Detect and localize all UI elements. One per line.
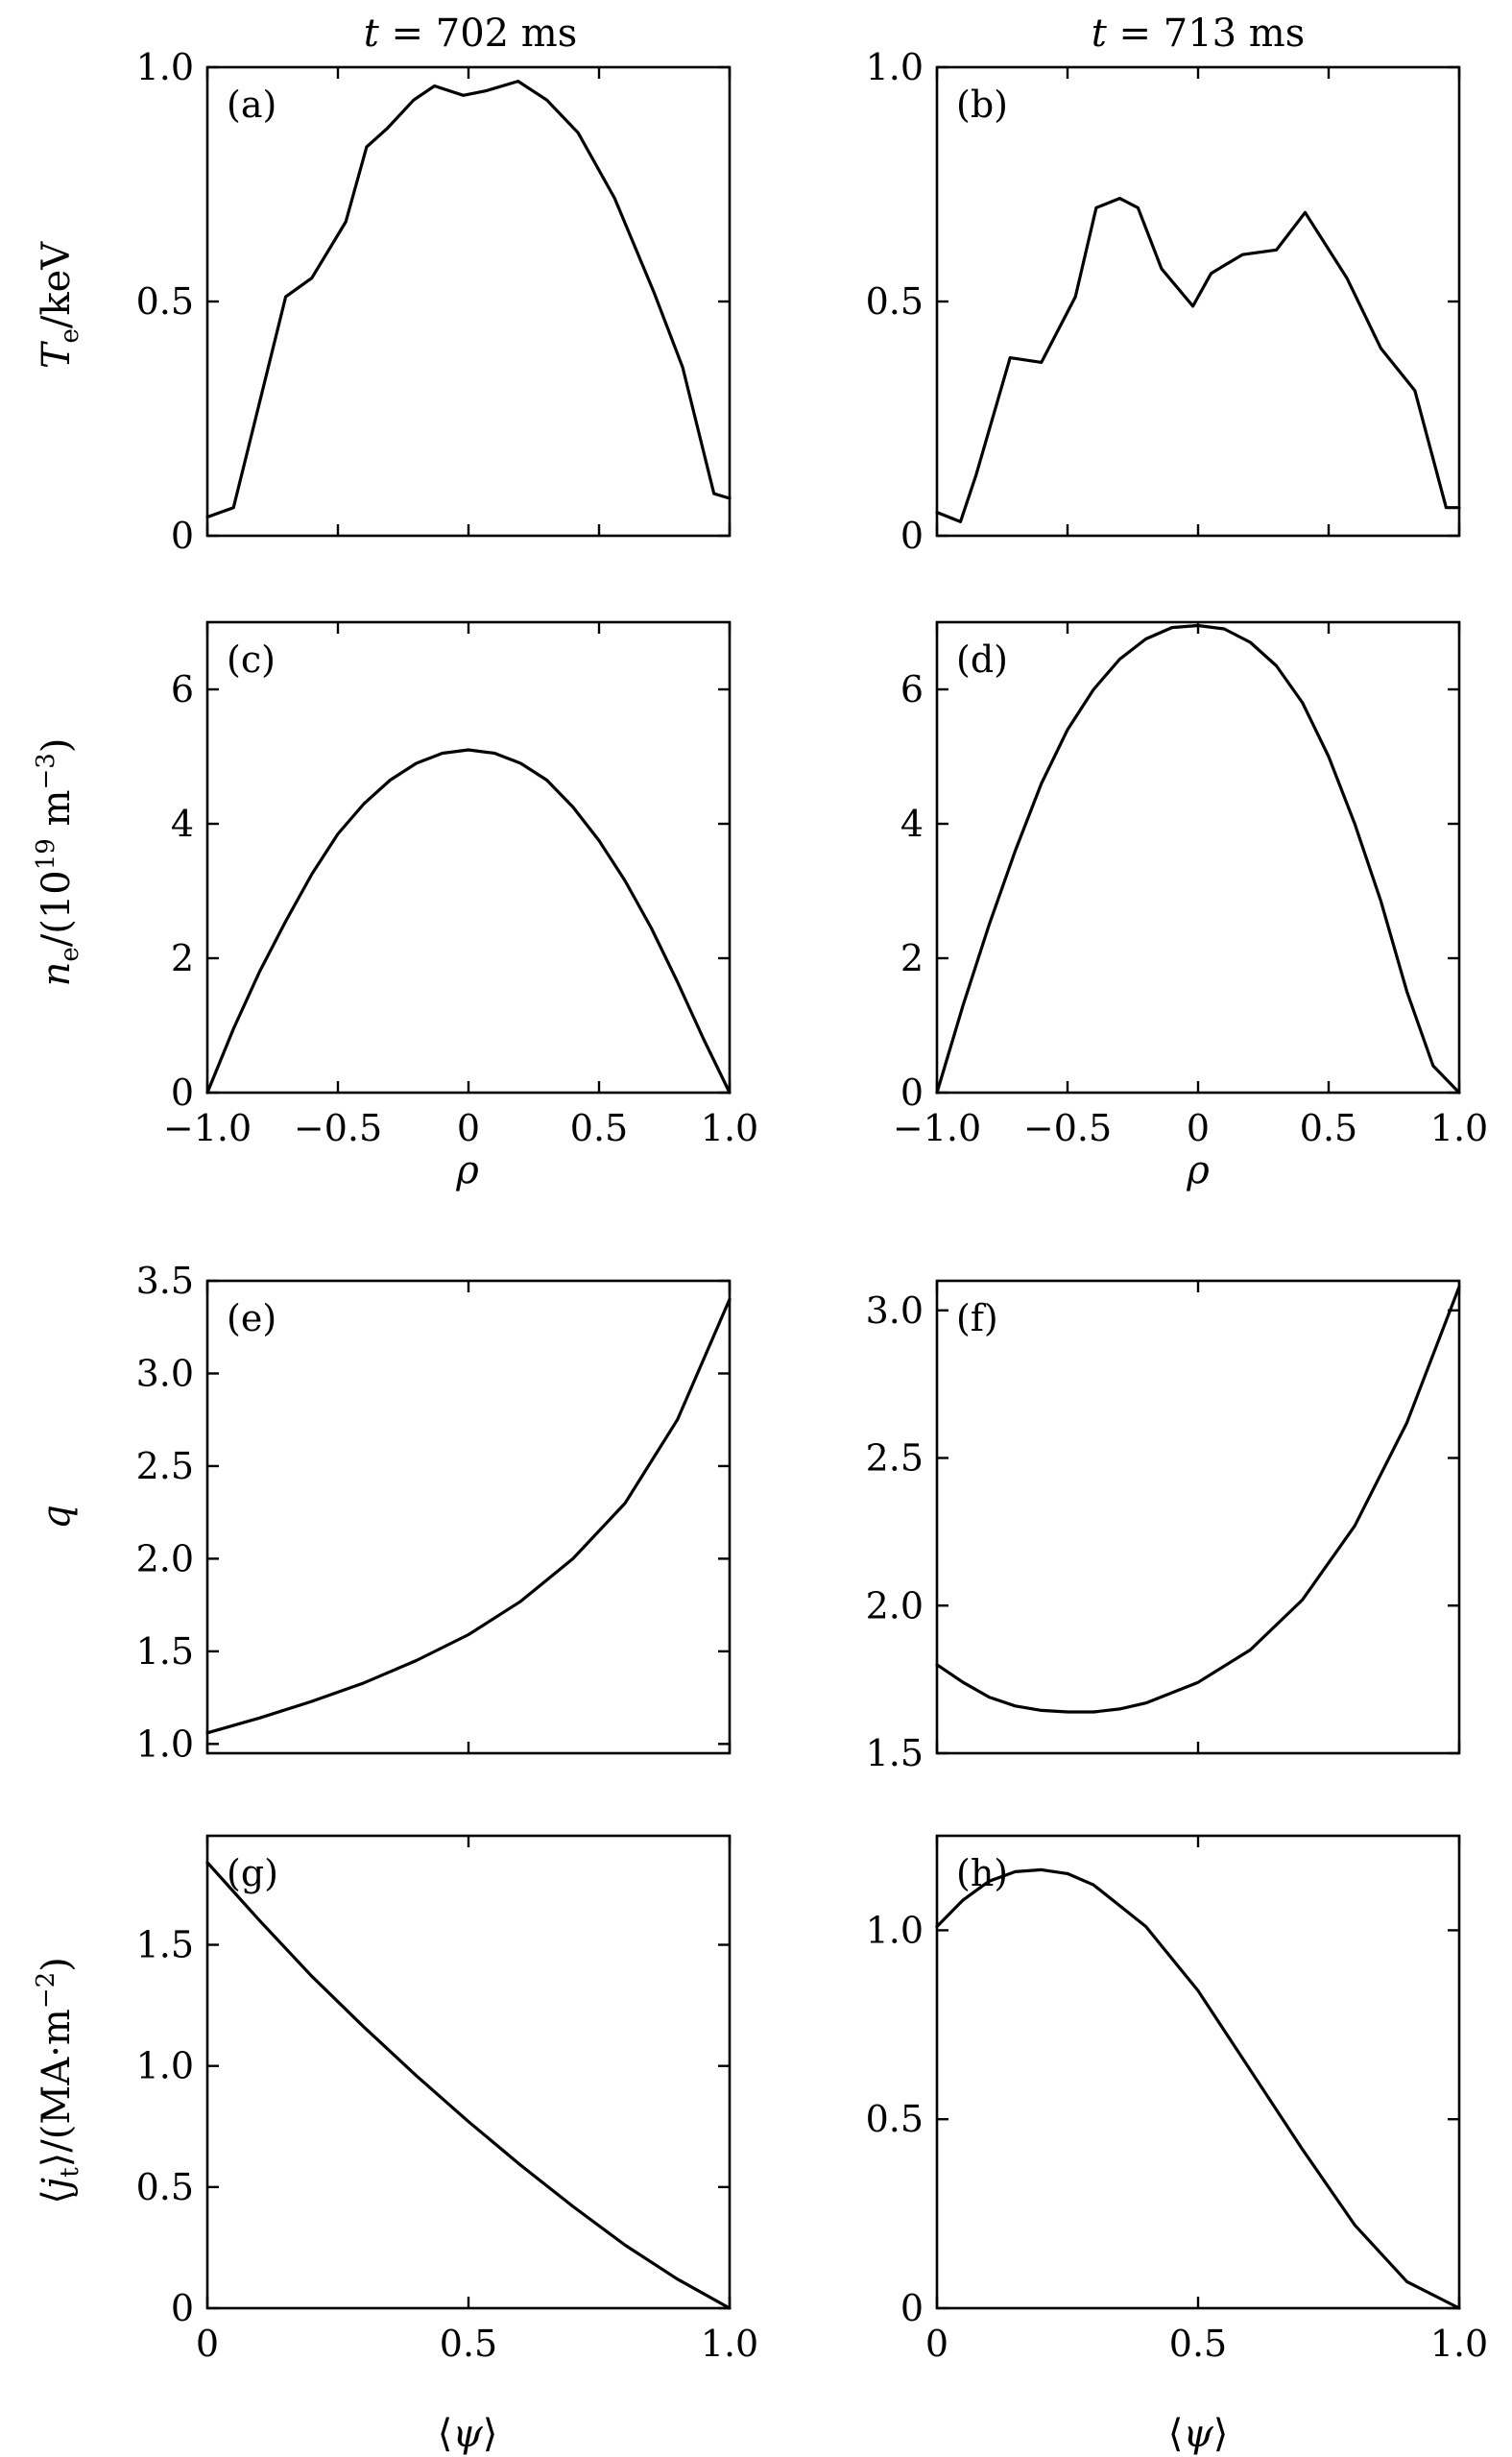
series-line-b bbox=[935, 197, 1461, 524]
panel-e: 1.0 1.5 2.0 2.5 3.0 3.5 (e) bbox=[136, 1260, 732, 1765]
y-tick-label: 0 bbox=[900, 2287, 924, 2329]
axes-frame bbox=[205, 1834, 732, 2310]
x-tick-label: 1.0 bbox=[1430, 2323, 1488, 2365]
panel-label-c: (c) bbox=[227, 638, 276, 681]
ylabel-jt: ⟨jt⟩/(MA·m−2) bbox=[32, 1957, 84, 2204]
ylabel-q: q bbox=[35, 1505, 79, 1530]
axes-frame bbox=[935, 65, 1461, 538]
panel-d: −1.0 −0.5 0 0.5 1.0 0 2 4 6 (d) bbox=[893, 620, 1488, 1149]
x-tick-label: 1.0 bbox=[1430, 1107, 1488, 1149]
panel-c: −1.0 −0.5 0 0.5 1.0 0 2 4 6 (c) bbox=[163, 620, 758, 1149]
y-tick-label: 2.0 bbox=[866, 1584, 924, 1626]
x-tick-label: 0.5 bbox=[440, 2323, 497, 2365]
panel-h: 0 0.5 1.000.51.0(h) bbox=[866, 1834, 1488, 2365]
axes-frame bbox=[935, 620, 1461, 1095]
series-line-g bbox=[205, 1861, 732, 2310]
panel-label-d: (d) bbox=[956, 638, 1008, 681]
x-tick-label: 0.5 bbox=[1300, 1107, 1357, 1149]
y-tick-label: 3.0 bbox=[136, 1352, 194, 1394]
y-tick-label: 1.0 bbox=[866, 1909, 924, 1951]
x-tick-label: 0.5 bbox=[570, 1107, 628, 1149]
y-tick-label: 1.0 bbox=[866, 46, 924, 88]
column-title-left: t = 702 ms bbox=[364, 12, 578, 56]
xlabel-rho-left: ρ bbox=[455, 1148, 479, 1192]
x-tick-label: 1.0 bbox=[701, 2323, 758, 2365]
xlabel-psi-right: ⟨ψ⟩ bbox=[1168, 2412, 1229, 2456]
x-tick-label: 1.0 bbox=[701, 1107, 758, 1149]
series-line-c bbox=[205, 748, 732, 1095]
series-line-d bbox=[935, 623, 1461, 1095]
y-tick-label: 0.5 bbox=[136, 280, 194, 323]
series-line-e bbox=[205, 1297, 732, 1735]
y-tick-label: 2 bbox=[900, 937, 924, 979]
axes-frame bbox=[935, 1834, 1461, 2310]
panel-label-e: (e) bbox=[227, 1297, 276, 1339]
panel-label-g: (g) bbox=[227, 1852, 278, 1894]
y-tick-label: 1.5 bbox=[866, 1732, 924, 1774]
panel-label-a: (a) bbox=[227, 84, 276, 126]
series-line-a bbox=[205, 79, 732, 519]
y-tick-label: 6 bbox=[900, 668, 924, 711]
y-tick-label: 0 bbox=[171, 515, 194, 557]
axes-frame bbox=[205, 620, 732, 1095]
y-tick-label: 3.5 bbox=[136, 1260, 194, 1302]
y-tick-label: 4 bbox=[900, 803, 924, 845]
ylabel-ne: ne/(1019 m−3) bbox=[32, 738, 84, 987]
y-tick-label: 0.5 bbox=[136, 2166, 194, 2208]
ylabel-te: Te/keV bbox=[35, 241, 84, 369]
y-tick-label: 1.0 bbox=[136, 46, 194, 88]
x-tick-label: −0.5 bbox=[1023, 1107, 1112, 1149]
x-tick-label: 0 bbox=[1187, 1107, 1210, 1149]
x-tick-label: −1.0 bbox=[893, 1107, 981, 1149]
panel-a: 0 0.5 1.0 (a) bbox=[136, 46, 732, 557]
panel-b: 0 0.5 1.0 (b) bbox=[866, 46, 1461, 557]
y-tick-label: 2.0 bbox=[136, 1537, 194, 1579]
y-tick-label: 4 bbox=[171, 803, 194, 845]
x-tick-label: 0 bbox=[457, 1107, 480, 1149]
series-line-h bbox=[935, 1867, 1461, 2310]
panel-g: 0 0.5 1.0 0 0.5 1.0 1.5 (g) bbox=[136, 1834, 758, 2365]
y-tick-label: 2.5 bbox=[866, 1437, 924, 1480]
y-tick-label: 0 bbox=[171, 2287, 194, 2329]
y-tick-label: 3.0 bbox=[866, 1289, 924, 1332]
y-tick-label: 0 bbox=[900, 1072, 924, 1114]
series-line-f bbox=[935, 1285, 1461, 1714]
column-title-right: t = 713 ms bbox=[1092, 12, 1306, 56]
panels: 0 0.5 1.0 (a) 0 0.5 1.0 (b) −1.0 −0.5 0 0.5 1.0 0 2 4 6 (… bbox=[136, 46, 1489, 2365]
x-tick-label: −0.5 bbox=[294, 1107, 382, 1149]
x-tick-label: 0 bbox=[196, 2323, 219, 2365]
x-tick-label: −1.0 bbox=[163, 1107, 252, 1149]
panel-f: 1.5 2.0 2.5 3.0 (f) bbox=[866, 1279, 1461, 1774]
y-tick-label: 0.5 bbox=[866, 280, 924, 323]
y-tick-label: 0.5 bbox=[866, 2098, 924, 2140]
panel-label-b: (b) bbox=[956, 84, 1008, 126]
panel-label-f: (f) bbox=[956, 1297, 998, 1339]
x-tick-label: 0.5 bbox=[1169, 2323, 1227, 2365]
y-tick-label: 0 bbox=[900, 515, 924, 557]
y-tick-label: 2 bbox=[171, 937, 194, 979]
axes-frame bbox=[205, 1279, 732, 1755]
xlabel-psi-left: ⟨ψ⟩ bbox=[438, 2412, 498, 2456]
y-tick-label: 1.5 bbox=[136, 1924, 194, 1966]
y-tick-label: 2.5 bbox=[136, 1445, 194, 1487]
y-tick-label: 1.5 bbox=[136, 1630, 194, 1673]
y-tick-label: 1.0 bbox=[136, 1722, 194, 1765]
y-tick-label: 0 bbox=[171, 1072, 194, 1114]
y-tick-label: 6 bbox=[171, 668, 194, 711]
xlabel-rho-right: ρ bbox=[1186, 1148, 1210, 1192]
y-tick-label: 1.0 bbox=[136, 2045, 194, 2087]
x-tick-label: 0 bbox=[925, 2323, 948, 2365]
